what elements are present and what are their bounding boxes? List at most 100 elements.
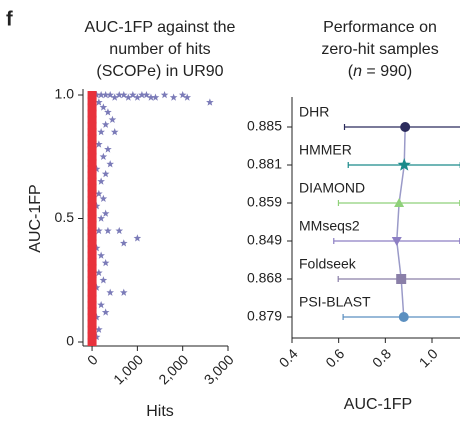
- point: [97, 214, 105, 222]
- point: [87, 208, 97, 217]
- panel-label: f: [6, 8, 13, 30]
- x-axis-label: AUC-1FP: [344, 396, 412, 413]
- marker: [391, 237, 402, 246]
- point: [87, 202, 97, 211]
- point: [87, 325, 97, 334]
- point: [99, 194, 108, 202]
- point: [87, 189, 97, 198]
- point: [104, 108, 112, 116]
- point: [133, 234, 142, 242]
- point: [97, 300, 105, 309]
- chart-title: number of hits: [109, 41, 210, 58]
- x-tick-label: 0: [84, 351, 101, 368]
- y-tick-label: 0.859: [247, 194, 282, 210]
- x-tick-label: 2,000: [155, 351, 191, 387]
- category-label: HMMER: [299, 142, 352, 158]
- point: [108, 115, 117, 123]
- chart-title: Performance on: [323, 19, 437, 36]
- point: [87, 146, 97, 155]
- point: [97, 128, 105, 136]
- point: [87, 109, 97, 118]
- point: [87, 251, 97, 260]
- x-axis-label: Hits: [146, 403, 174, 420]
- point: [95, 189, 103, 198]
- title-part: n: [353, 63, 362, 80]
- point: [87, 140, 97, 149]
- point: [119, 288, 128, 296]
- point: [87, 195, 97, 204]
- category-label: DHR: [299, 104, 329, 120]
- chart-title: (n = 990): [348, 63, 413, 80]
- point: [99, 103, 108, 111]
- point: [115, 91, 124, 99]
- point: [169, 93, 178, 101]
- chart-title: (SCOPe) in UR90: [96, 63, 223, 80]
- point: [87, 270, 97, 279]
- point: [206, 98, 214, 106]
- marker: [396, 274, 407, 284]
- y-tick-label: 0.849: [247, 232, 282, 248]
- point: [87, 331, 97, 340]
- point: [104, 226, 112, 235]
- point: [178, 91, 187, 99]
- point: [87, 165, 97, 174]
- point: [133, 93, 142, 101]
- point: [106, 160, 114, 168]
- point: [87, 152, 97, 161]
- point: [87, 183, 97, 192]
- point: [101, 170, 110, 178]
- point: [92, 202, 101, 210]
- point: [119, 91, 128, 99]
- point: [92, 165, 101, 173]
- point: [101, 91, 110, 99]
- point: [99, 276, 108, 284]
- y-tick-label: 1.0: [55, 86, 75, 102]
- point: [95, 325, 103, 333]
- point: [104, 145, 112, 153]
- point: [87, 276, 97, 285]
- point: [129, 91, 137, 99]
- point: [142, 91, 151, 99]
- point: [87, 257, 97, 266]
- point: [95, 226, 103, 235]
- point: [106, 91, 114, 99]
- category-label: Foldseek: [299, 256, 357, 272]
- point: [101, 308, 110, 316]
- point: [87, 158, 97, 167]
- point: [151, 93, 160, 101]
- point: [87, 226, 97, 235]
- chart-title: AUC-1FP against the: [85, 19, 236, 36]
- marker: [397, 158, 411, 171]
- point: [147, 93, 155, 101]
- point: [87, 245, 97, 254]
- point: [99, 152, 108, 160]
- point: [87, 239, 97, 248]
- point: [97, 91, 105, 99]
- point: [95, 268, 103, 277]
- marker: [400, 122, 411, 132]
- point: [110, 128, 119, 136]
- point: [87, 300, 97, 309]
- category-label: DIAMOND: [299, 180, 365, 196]
- point: [92, 91, 101, 99]
- chart-title: zero-hit samples: [321, 41, 438, 58]
- point: [87, 128, 97, 137]
- point: [101, 209, 110, 217]
- point: [106, 288, 114, 296]
- y-tick-label: 0.885: [247, 118, 282, 134]
- point: [87, 294, 97, 303]
- point: [87, 121, 97, 130]
- point: [87, 307, 97, 316]
- category-label: PSI-BLAST: [299, 294, 371, 310]
- x-tick-label: 0.6: [322, 345, 347, 370]
- point: [183, 93, 192, 101]
- title-part: (: [348, 63, 354, 80]
- point: [87, 103, 97, 112]
- x-tick-label: 1,000: [110, 351, 146, 387]
- point: [87, 338, 97, 346]
- point: [160, 91, 169, 99]
- point: [87, 233, 97, 242]
- point: [87, 171, 97, 180]
- point: [95, 140, 103, 148]
- point: [87, 91, 97, 99]
